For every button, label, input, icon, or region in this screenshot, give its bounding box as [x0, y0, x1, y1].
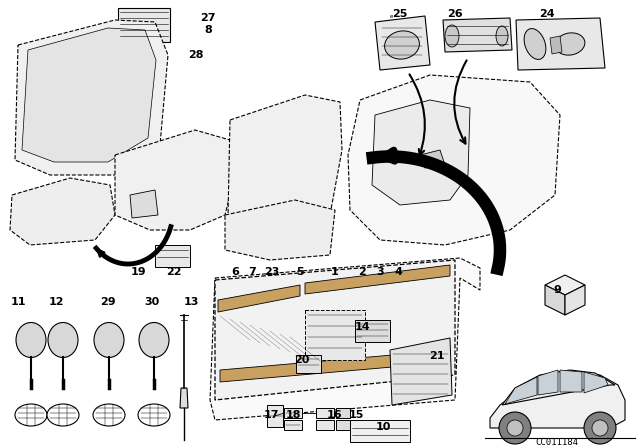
Text: 13: 13	[183, 297, 198, 307]
Polygon shape	[215, 260, 455, 400]
Circle shape	[499, 412, 531, 444]
Bar	[284, 420, 302, 430]
Ellipse shape	[16, 323, 46, 358]
Text: 25: 25	[392, 9, 408, 19]
Bar	[336, 408, 350, 418]
Polygon shape	[210, 258, 480, 420]
Bar	[305, 310, 365, 360]
Text: 28: 28	[188, 50, 204, 60]
Text: 8: 8	[204, 25, 212, 35]
Text: 27: 27	[200, 13, 216, 23]
Ellipse shape	[555, 33, 585, 55]
Text: 18: 18	[285, 410, 301, 420]
Text: 20: 20	[294, 355, 310, 365]
Text: 23: 23	[264, 267, 280, 277]
Text: 9: 9	[553, 285, 561, 295]
Circle shape	[592, 420, 608, 436]
Ellipse shape	[496, 26, 508, 46]
Polygon shape	[220, 350, 450, 382]
Ellipse shape	[445, 25, 459, 47]
Ellipse shape	[15, 404, 47, 426]
Text: 5: 5	[296, 267, 304, 277]
Text: 19: 19	[130, 267, 146, 277]
Polygon shape	[545, 275, 585, 295]
Polygon shape	[443, 18, 512, 52]
Ellipse shape	[139, 323, 169, 358]
Text: 21: 21	[429, 351, 445, 361]
Polygon shape	[550, 36, 562, 54]
Ellipse shape	[94, 323, 124, 358]
Polygon shape	[538, 370, 558, 395]
Text: 14: 14	[355, 322, 371, 332]
Polygon shape	[375, 16, 430, 70]
Polygon shape	[565, 285, 585, 315]
Circle shape	[507, 420, 523, 436]
Text: 6: 6	[231, 267, 239, 277]
Ellipse shape	[47, 404, 79, 426]
Text: 10: 10	[375, 422, 390, 432]
Bar	[296, 355, 321, 373]
Bar	[267, 405, 283, 427]
Bar	[355, 320, 390, 342]
Bar	[155, 245, 190, 267]
Polygon shape	[10, 178, 115, 245]
Ellipse shape	[48, 323, 78, 358]
Text: 16: 16	[327, 410, 343, 420]
Polygon shape	[490, 372, 625, 428]
Text: e: e	[390, 14, 394, 19]
Polygon shape	[225, 200, 335, 260]
Polygon shape	[218, 285, 300, 312]
Text: CC011184: CC011184	[536, 438, 579, 447]
Text: 29: 29	[100, 297, 116, 307]
Polygon shape	[228, 95, 342, 240]
Text: 26: 26	[447, 9, 463, 19]
Ellipse shape	[385, 31, 419, 59]
Polygon shape	[305, 265, 450, 294]
Text: 7: 7	[248, 267, 256, 277]
Text: 11: 11	[10, 297, 26, 307]
Text: 3: 3	[376, 267, 384, 277]
Text: 22: 22	[166, 267, 182, 277]
Polygon shape	[130, 190, 158, 218]
Polygon shape	[348, 75, 560, 245]
Bar	[284, 408, 302, 418]
Text: 17: 17	[263, 410, 279, 420]
Polygon shape	[420, 150, 445, 168]
Text: 4: 4	[394, 267, 402, 277]
Text: 12: 12	[48, 297, 64, 307]
Text: 1: 1	[331, 267, 339, 277]
Polygon shape	[584, 372, 608, 393]
Ellipse shape	[93, 404, 125, 426]
Polygon shape	[502, 370, 615, 405]
Polygon shape	[372, 100, 470, 205]
Text: 2: 2	[358, 267, 366, 277]
Polygon shape	[505, 377, 537, 404]
Text: 24: 24	[539, 9, 555, 19]
Bar	[316, 408, 334, 418]
Text: 30: 30	[145, 297, 159, 307]
Bar	[336, 420, 350, 430]
Ellipse shape	[524, 29, 546, 60]
Bar	[316, 420, 334, 430]
Polygon shape	[390, 338, 452, 405]
Text: 15: 15	[348, 410, 364, 420]
Polygon shape	[118, 8, 170, 42]
Circle shape	[584, 412, 616, 444]
Polygon shape	[560, 370, 582, 392]
Bar	[350, 420, 410, 442]
Polygon shape	[516, 18, 605, 70]
Polygon shape	[545, 285, 565, 315]
Polygon shape	[180, 388, 188, 408]
Polygon shape	[115, 130, 235, 230]
Polygon shape	[15, 20, 168, 175]
Polygon shape	[22, 28, 156, 162]
Ellipse shape	[138, 404, 170, 426]
